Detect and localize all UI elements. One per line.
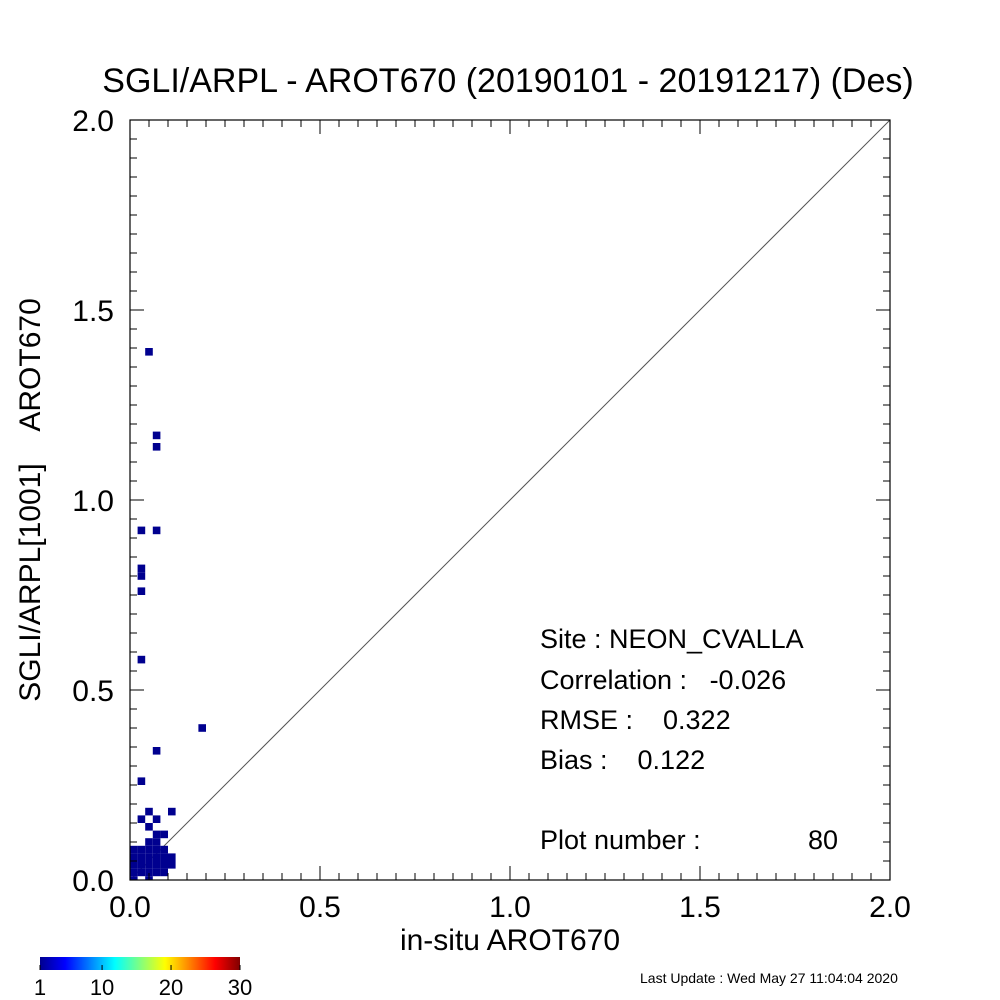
x-tick-label: 1.5: [679, 891, 721, 924]
density-cell: [137, 845, 146, 854]
colorbar-tick-label: 20: [159, 975, 183, 1000]
density-cell: [137, 868, 146, 877]
density-cell: [130, 868, 138, 877]
y-axis-label: SGLI/ARPL[1001] AROT670: [14, 298, 47, 702]
density-cells: [130, 348, 206, 880]
last-update-text: Last Update : Wed May 27 11:04:04 2020: [640, 970, 898, 986]
colorbar-tick-label: 1: [34, 975, 46, 1000]
density-cell: [145, 861, 153, 869]
density-cell: [145, 807, 153, 816]
density-cell: [168, 861, 176, 869]
density-cell: [160, 853, 168, 861]
colorbar-tick-label: 10: [90, 975, 114, 1000]
site-label: Site : NEON_CVALLA: [540, 624, 804, 654]
colorbar-tick-label: 30: [228, 975, 252, 1000]
density-cell: [152, 443, 161, 451]
density-cell: [152, 845, 161, 854]
density-cell: [152, 431, 161, 440]
y-tick-label: 0.5: [72, 675, 114, 708]
y-tick-labels: 0.0 0.5 1.0 1.5 2.0: [72, 105, 114, 898]
density-cell: [145, 868, 153, 877]
density-cell: [137, 587, 146, 595]
density-cell: [152, 861, 161, 869]
x-tick-label: 0.5: [299, 891, 341, 924]
rmse-label: RMSE : 0.322: [540, 705, 731, 735]
x-tick-labels: 0.0 0.5 1.0 1.5 2.0: [109, 891, 911, 924]
density-cell: [152, 853, 161, 861]
y-tick-label: 2.0: [72, 105, 114, 138]
density-cell: [137, 853, 146, 861]
density-cell: [130, 845, 138, 854]
density-cell: [137, 655, 146, 664]
colorbar: 1 10 20 30: [34, 957, 252, 1000]
density-cell: [137, 777, 146, 785]
x-axis-label: in-situ AROT670: [400, 924, 620, 957]
density-cell: [160, 861, 168, 869]
x-tick-label: 1.0: [489, 891, 531, 924]
density-cell: [130, 876, 138, 880]
colorbar-strip: [40, 957, 240, 970]
density-cell: [152, 838, 161, 846]
density-cell: [145, 838, 153, 846]
y-tick-label: 1.5: [72, 295, 114, 328]
plot-number-value: 80: [808, 825, 838, 855]
density-cell: [145, 348, 153, 356]
density-cell: [198, 724, 206, 732]
x-tick-label: 0.0: [109, 891, 151, 924]
density-cell: [168, 807, 176, 816]
density-cell: [168, 853, 176, 861]
density-cell: [160, 830, 168, 839]
density-cell: [137, 572, 146, 580]
y-tick-label: 1.0: [72, 485, 114, 518]
density-cell: [152, 747, 161, 755]
axis-ticks: [129, 119, 891, 881]
stats-box: Site : NEON_CVALLA Correlation : -0.026 …: [540, 624, 838, 855]
density-cell: [137, 526, 146, 535]
density-cell: [160, 868, 168, 877]
density-cell: [152, 830, 161, 839]
correlation-label: Correlation : -0.026: [540, 665, 786, 695]
density-cell: [152, 815, 161, 823]
density-cell: [137, 564, 146, 573]
colorbar-ticks: 1 10 20 30: [34, 965, 252, 1000]
density-cell: [137, 861, 146, 869]
density-cell: [130, 861, 138, 869]
density-cell: [137, 815, 146, 823]
bias-label: Bias : 0.122: [540, 745, 705, 775]
one-to-one-line: [129, 119, 891, 881]
density-cell: [130, 853, 138, 861]
x-tick-label: 2.0: [869, 891, 911, 924]
density-cell: [145, 853, 153, 861]
chart-title: SGLI/ARPL - AROT670 (20190101 - 20191217…: [102, 62, 913, 100]
density-cell: [152, 868, 161, 877]
density-cell: [145, 845, 153, 854]
density-cell: [145, 823, 153, 831]
density-cell: [160, 845, 168, 854]
y-tick-label: 0.0: [72, 865, 114, 898]
density-cell: [152, 526, 161, 535]
plot-number-label: Plot number :: [540, 825, 701, 855]
